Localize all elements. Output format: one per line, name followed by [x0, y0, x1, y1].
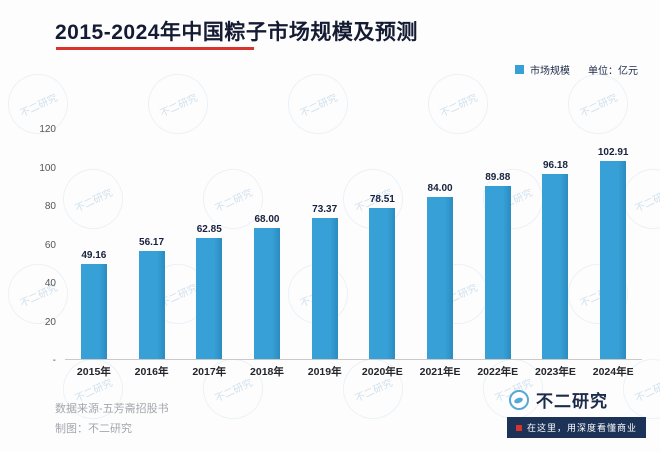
bar-group: 89.88	[469, 172, 527, 359]
bar-value-label: 56.17	[139, 236, 165, 248]
bar	[253, 228, 280, 359]
bar-group: 102.91	[584, 147, 642, 359]
x-axis-tick-label: 2021年E	[419, 366, 461, 378]
x-axis-tick-label: 2018年	[250, 366, 284, 378]
legend: 市场规模 单位：亿元	[515, 62, 638, 77]
bar-value-label: 78.51	[369, 193, 395, 205]
chart-credit: 制图：不二研究	[55, 423, 132, 435]
plot-area: 49.16 56.17 62.85 68.00 73.37 78.51 84.00 89.88…	[65, 128, 642, 360]
y-axis-tick-label: 120	[39, 124, 56, 135]
bar	[427, 197, 454, 359]
y-axis: 120 100 80 60 40 20 -	[26, 124, 60, 366]
bar	[600, 160, 627, 359]
x-axis-tick-label: 2024年E	[592, 366, 634, 378]
brand-block: 不二研究 在这里，用深度看懂商业	[506, 387, 646, 438]
y-axis-tick-label: 40	[44, 278, 56, 289]
bar-value-label: 89.88	[485, 171, 511, 183]
y-axis-tick-label: -	[52, 355, 56, 366]
brand-tagline: 在这里，用深度看懂商业	[526, 423, 637, 433]
x-axis-tick-label: 2015年	[76, 366, 111, 378]
watermark-stamp: 不二研究	[193, 349, 273, 429]
y-axis-tick-label: 20	[44, 316, 56, 328]
brand-row: 不二研究	[508, 387, 646, 412]
brand-logo-icon	[508, 389, 529, 410]
x-axis-tick-label: 2023年E	[535, 366, 576, 378]
brand-tagline-bar: 在这里，用深度看懂商业	[506, 417, 646, 438]
bar-group: 96.18	[527, 160, 585, 359]
bar	[484, 185, 511, 359]
bar	[80, 264, 107, 359]
y-axis-tick-label: 100	[39, 162, 56, 174]
x-axis-tick-label: 2022年E	[477, 366, 519, 378]
bar-value-label: 96.18	[542, 159, 568, 171]
bar-value-label: 102.91	[597, 146, 629, 158]
bar-value-label: 49.16	[81, 250, 107, 262]
brand-name: 不二研究	[535, 392, 608, 411]
bar	[138, 250, 165, 359]
bar-group: 62.85	[180, 224, 238, 359]
watermark-stamp: 不二研究	[53, 349, 133, 429]
x-axis-tick-label: 2019年	[307, 366, 342, 378]
bar	[311, 217, 338, 359]
bar-value-label: 84.00	[427, 183, 453, 195]
bar-group: 49.16	[65, 250, 123, 359]
bar-value-label: 68.00	[254, 214, 280, 226]
legend-swatch	[515, 65, 524, 74]
y-axis-tick-label: 60	[44, 239, 56, 251]
x-axis-tick-label: 2017年	[192, 366, 227, 378]
bar	[542, 173, 569, 359]
tagline-accent-icon	[515, 424, 522, 431]
y-axis-tick-label: 80	[44, 201, 56, 212]
bar-group: 78.51	[354, 194, 412, 359]
bar	[196, 238, 223, 359]
bar-group: 73.37	[296, 204, 354, 359]
bar	[369, 207, 396, 359]
bar-group: 56.17	[123, 237, 181, 359]
data-source: 数据来源-五芳斋招股书	[55, 403, 169, 415]
legend-label: 市场规模	[530, 66, 570, 77]
chart-title: 2015-2024年中国粽子市场规模及预测	[55, 21, 418, 44]
bar-group: 68.00	[238, 214, 296, 359]
x-axis-tick-label: 2020年E	[361, 366, 403, 378]
bar-value-label: 62.85	[196, 224, 222, 236]
watermark-stamp: 不二研究	[333, 349, 413, 429]
x-axis-labels: 2015年 2016年 2017年 2018年 2019年 2020年E 2021年E 202…	[65, 364, 642, 380]
bar-value-label: 73.37	[312, 203, 338, 215]
x-axis-tick-label: 2016年	[134, 366, 169, 378]
title-underline	[56, 47, 254, 50]
legend-unit: 单位：亿元	[588, 66, 638, 77]
bar-group: 84.00	[411, 183, 469, 359]
